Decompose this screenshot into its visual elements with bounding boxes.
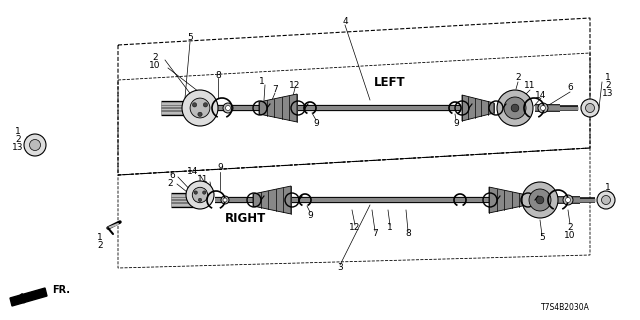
Text: FR.: FR. bbox=[52, 285, 70, 295]
Text: 2: 2 bbox=[567, 223, 573, 233]
Text: 13: 13 bbox=[12, 143, 24, 153]
Circle shape bbox=[204, 103, 207, 107]
Text: 9: 9 bbox=[453, 118, 459, 127]
Text: T7S4B2030A: T7S4B2030A bbox=[541, 303, 590, 312]
Text: 1: 1 bbox=[97, 234, 103, 243]
Text: 5: 5 bbox=[539, 234, 545, 243]
Polygon shape bbox=[489, 187, 527, 213]
Circle shape bbox=[193, 103, 196, 107]
Text: 7: 7 bbox=[272, 85, 278, 94]
Text: 1: 1 bbox=[15, 127, 21, 137]
Text: 14: 14 bbox=[535, 91, 547, 100]
Text: 13: 13 bbox=[602, 90, 614, 99]
Circle shape bbox=[597, 191, 615, 209]
Text: 6: 6 bbox=[567, 84, 573, 92]
Text: 13: 13 bbox=[602, 199, 614, 209]
Circle shape bbox=[29, 140, 40, 150]
Text: 12: 12 bbox=[289, 81, 301, 90]
Polygon shape bbox=[259, 94, 297, 122]
Circle shape bbox=[221, 196, 229, 204]
Circle shape bbox=[182, 90, 218, 126]
Text: 4: 4 bbox=[342, 18, 348, 27]
Circle shape bbox=[511, 104, 519, 112]
Text: 2: 2 bbox=[167, 179, 173, 188]
Text: 2: 2 bbox=[97, 242, 103, 251]
Circle shape bbox=[602, 196, 611, 204]
Text: 11: 11 bbox=[524, 82, 536, 91]
Circle shape bbox=[566, 197, 570, 203]
Polygon shape bbox=[10, 288, 47, 306]
Circle shape bbox=[198, 112, 202, 116]
Circle shape bbox=[198, 198, 202, 202]
Circle shape bbox=[497, 90, 533, 126]
Circle shape bbox=[190, 98, 210, 118]
Text: 2: 2 bbox=[152, 53, 158, 62]
Circle shape bbox=[522, 182, 558, 218]
Circle shape bbox=[225, 106, 230, 110]
Circle shape bbox=[538, 103, 548, 113]
Text: 2: 2 bbox=[15, 135, 21, 145]
Circle shape bbox=[194, 191, 197, 194]
Circle shape bbox=[563, 195, 573, 205]
Text: 8: 8 bbox=[405, 229, 411, 238]
Text: 10: 10 bbox=[149, 61, 161, 70]
Text: 1: 1 bbox=[605, 183, 611, 193]
Text: 7: 7 bbox=[372, 229, 378, 238]
Circle shape bbox=[529, 189, 551, 211]
Text: RIGHT: RIGHT bbox=[225, 212, 266, 225]
Text: 2: 2 bbox=[605, 191, 611, 201]
Text: 14: 14 bbox=[188, 167, 198, 177]
Text: 1: 1 bbox=[605, 74, 611, 83]
Circle shape bbox=[203, 191, 206, 194]
Circle shape bbox=[504, 97, 526, 119]
Text: 8: 8 bbox=[215, 70, 221, 79]
Text: 10: 10 bbox=[564, 231, 576, 241]
Circle shape bbox=[24, 134, 46, 156]
Circle shape bbox=[223, 103, 233, 113]
Circle shape bbox=[581, 99, 599, 117]
Text: 6: 6 bbox=[169, 171, 175, 180]
Circle shape bbox=[223, 198, 227, 202]
Text: 5: 5 bbox=[187, 34, 193, 43]
Text: 9: 9 bbox=[307, 211, 313, 220]
Text: 1: 1 bbox=[387, 223, 393, 233]
Circle shape bbox=[186, 181, 214, 209]
Text: 9: 9 bbox=[313, 118, 319, 127]
Text: 9: 9 bbox=[217, 164, 223, 172]
Circle shape bbox=[541, 106, 545, 110]
Circle shape bbox=[536, 196, 544, 204]
Text: 11: 11 bbox=[197, 175, 209, 185]
Text: LEFT: LEFT bbox=[374, 76, 406, 89]
Text: 3: 3 bbox=[337, 263, 343, 273]
Circle shape bbox=[586, 103, 595, 113]
Circle shape bbox=[192, 187, 208, 203]
Text: 1: 1 bbox=[259, 77, 265, 86]
Text: 12: 12 bbox=[349, 223, 361, 233]
Text: 2: 2 bbox=[515, 74, 521, 83]
Text: 2: 2 bbox=[605, 82, 611, 91]
Polygon shape bbox=[462, 95, 494, 121]
Polygon shape bbox=[253, 186, 291, 214]
